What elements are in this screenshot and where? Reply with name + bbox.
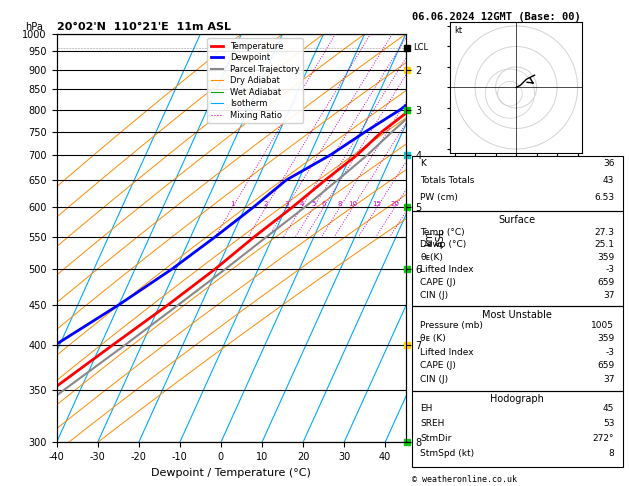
Y-axis label: km
ASL: km ASL [425,229,446,247]
Text: 25.1: 25.1 [594,240,615,249]
Text: 2: 2 [264,201,268,207]
Text: Hodograph: Hodograph [491,394,544,404]
Text: 20°02'N  110°21'E  11m ASL: 20°02'N 110°21'E 11m ASL [57,22,231,32]
Text: 6.53: 6.53 [594,193,615,202]
Text: Dewp (°C): Dewp (°C) [420,240,467,249]
Text: 15: 15 [372,201,382,207]
Text: 37: 37 [603,375,615,384]
Text: kt: kt [455,26,463,35]
Text: EH: EH [420,404,433,413]
Text: SREH: SREH [420,419,445,428]
Text: 3: 3 [284,201,289,207]
Text: Most Unstable: Most Unstable [482,310,552,320]
Text: θᴇ (K): θᴇ (K) [420,334,446,343]
Text: Surface: Surface [499,215,536,225]
Text: CAPE (J): CAPE (J) [420,362,456,370]
Text: © weatheronline.co.uk: © weatheronline.co.uk [412,474,517,484]
Text: Totals Totals: Totals Totals [420,176,475,185]
Text: 359: 359 [597,253,615,262]
Text: 272°: 272° [593,434,615,443]
Text: StmSpd (kt): StmSpd (kt) [420,449,474,458]
Text: -3: -3 [605,265,615,275]
Text: Lifted Index: Lifted Index [420,348,474,357]
Text: 6: 6 [321,201,326,207]
Text: Pressure (mb): Pressure (mb) [420,321,483,330]
Text: K: K [420,159,426,169]
Text: CIN (J): CIN (J) [420,291,448,300]
Text: 43: 43 [603,176,615,185]
Text: 36: 36 [603,159,615,169]
Text: CAPE (J): CAPE (J) [420,278,456,287]
Text: 659: 659 [597,362,615,370]
Text: 06.06.2024 12GMT (Base: 00): 06.06.2024 12GMT (Base: 00) [412,12,581,22]
Text: StmDir: StmDir [420,434,452,443]
Text: 45: 45 [603,404,615,413]
Text: -3: -3 [605,348,615,357]
Text: hPa: hPa [25,22,43,32]
Text: 359: 359 [597,334,615,343]
Text: Lifted Index: Lifted Index [420,265,474,275]
Text: 4: 4 [299,201,304,207]
Text: CIN (J): CIN (J) [420,375,448,384]
X-axis label: Dewpoint / Temperature (°C): Dewpoint / Temperature (°C) [151,468,311,478]
Legend: Temperature, Dewpoint, Parcel Trajectory, Dry Adiabat, Wet Adiabat, Isotherm, Mi: Temperature, Dewpoint, Parcel Trajectory… [208,38,303,123]
Text: LCL: LCL [413,43,428,52]
Text: 8: 8 [608,449,615,458]
Text: 20: 20 [391,201,399,207]
Text: 10: 10 [348,201,357,207]
Text: 8: 8 [338,201,342,207]
Text: 5: 5 [311,201,316,207]
Text: 27.3: 27.3 [594,227,615,237]
Text: PW (cm): PW (cm) [420,193,459,202]
Text: 37: 37 [603,291,615,300]
Text: 1: 1 [230,201,235,207]
Text: θᴇ(K): θᴇ(K) [420,253,443,262]
Text: 53: 53 [603,419,615,428]
Text: 1005: 1005 [591,321,615,330]
Text: 659: 659 [597,278,615,287]
Text: Temp (°C): Temp (°C) [420,227,465,237]
